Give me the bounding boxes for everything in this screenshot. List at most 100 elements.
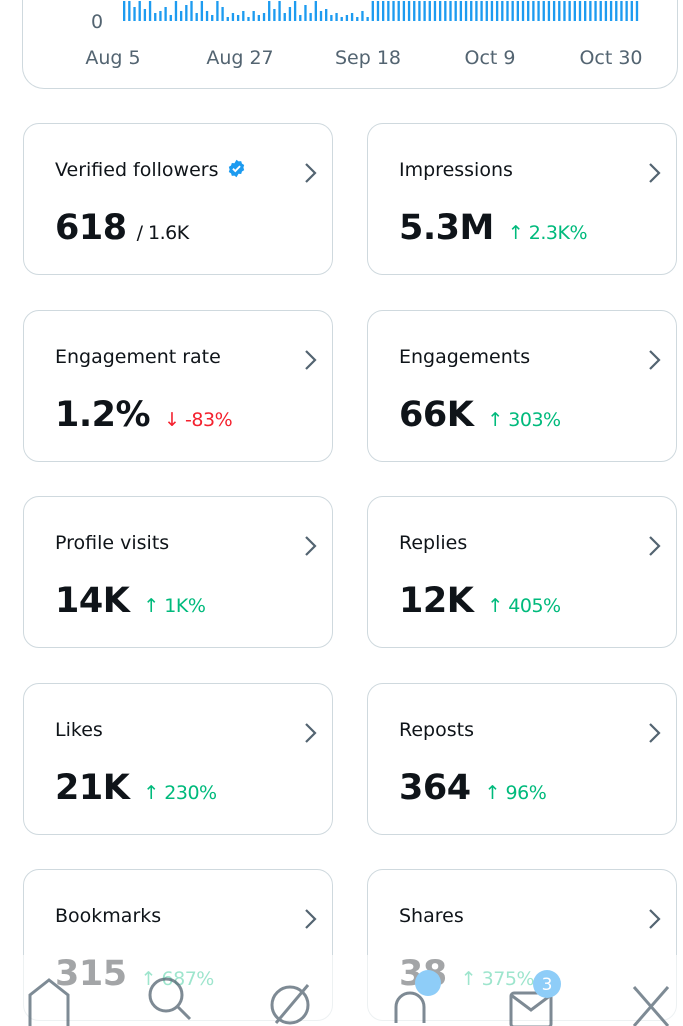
bar (563, 1, 566, 21)
bar (195, 13, 198, 21)
bar (542, 1, 545, 21)
bar (257, 15, 261, 21)
bar (387, 1, 390, 21)
card-value: 12K (399, 581, 474, 621)
chevron (304, 162, 318, 188)
card-value-row: 66K ↑ 303% (399, 395, 561, 435)
bar (428, 1, 431, 21)
bar (475, 1, 478, 21)
card-value: 1.2% (55, 394, 151, 435)
bar (573, 1, 576, 21)
bar (470, 1, 473, 21)
bar (123, 1, 126, 21)
bar (433, 1, 437, 21)
bar (138, 1, 141, 21)
bar (635, 1, 639, 21)
messages-icon[interactable] (509, 991, 553, 1026)
metric-card[interactable]: Verified followers 618 / 1.6K (23, 123, 333, 275)
bar (620, 1, 623, 21)
bar (558, 1, 561, 21)
bar (511, 1, 514, 21)
search-icon[interactable] (148, 977, 192, 1021)
bar (407, 1, 411, 21)
bar (211, 15, 214, 21)
chevron (304, 349, 318, 375)
bar (221, 7, 224, 21)
x-icon[interactable] (632, 986, 670, 1026)
bar (304, 5, 307, 21)
bar (485, 1, 488, 21)
metric-card[interactable]: Likes 21K ↑ 230% (23, 682, 333, 835)
card-title: Replies (399, 532, 467, 554)
bar (350, 13, 354, 21)
bar (449, 1, 452, 21)
card-change: ↑ 2.3K% (507, 222, 588, 244)
bar (299, 15, 302, 21)
card-change: ↑ 303% (487, 408, 561, 431)
card-title-text: Engagement rate (55, 345, 221, 368)
metric-card[interactable]: Profile visits 14K ↑ 1K% (23, 496, 333, 648)
bar (366, 17, 369, 21)
bar (154, 13, 157, 21)
grok-icon[interactable] (270, 984, 310, 1025)
card-value-row: 14K ↑ 1K% (55, 581, 206, 621)
card-change: ↓ -83% (164, 408, 233, 431)
bar (397, 1, 400, 21)
bar (335, 13, 338, 21)
bar (382, 1, 385, 21)
bar (288, 7, 292, 21)
card-change: ↑ 1K% (143, 595, 206, 617)
metric-card[interactable]: Reposts 364 ↑ 96% (367, 682, 677, 835)
x-tick-label: Oct 30 (579, 47, 642, 69)
metric-card[interactable]: Engagement rate 1.2% ↓ -83% (23, 309, 333, 462)
bar (532, 1, 535, 21)
bar (599, 1, 602, 21)
bar (516, 1, 520, 21)
bar (537, 1, 540, 21)
bar (205, 11, 209, 21)
bar (242, 11, 245, 21)
bar (143, 9, 147, 21)
bar (273, 9, 276, 21)
card-title-text: Impressions (399, 159, 513, 181)
bar (247, 17, 250, 21)
nav-icons: 3 (28, 970, 670, 1026)
metric-card[interactable]: Replies 12K ↑ 405% (367, 496, 677, 648)
notifications-icon[interactable] (394, 991, 426, 1023)
home-icon[interactable] (28, 978, 70, 1026)
bar (371, 1, 374, 21)
x-tick-label: Sep 18 (335, 47, 401, 69)
bar (356, 17, 359, 21)
card-title-text: Likes (55, 718, 103, 741)
metric-card[interactable]: Impressions 5.3M ↑ 2.3K% (367, 123, 677, 275)
card-value-row: 618 / 1.6K (55, 208, 189, 248)
card-title: Bookmarks (55, 905, 161, 927)
bar (268, 1, 271, 21)
bar (128, 1, 131, 21)
bar (262, 13, 266, 21)
bar (231, 13, 235, 21)
card-title: Engagement rate (55, 346, 221, 368)
bar (615, 1, 618, 21)
bar (501, 1, 504, 21)
card-title: Verified followers (55, 159, 246, 183)
bar (454, 1, 457, 21)
bar (340, 17, 343, 21)
bar (568, 1, 571, 21)
bar (325, 9, 328, 21)
metric-card[interactable]: Engagements 66K ↑ 303% (367, 309, 677, 462)
bar (392, 1, 395, 21)
bar (190, 1, 193, 21)
bar (314, 1, 317, 21)
bar (345, 15, 349, 21)
bar (604, 1, 608, 21)
card-title-text: Shares (399, 905, 464, 927)
bar (361, 11, 364, 21)
bar (418, 1, 421, 21)
bar (169, 15, 172, 21)
card-change: ↑ 96% (484, 781, 547, 804)
bar (413, 1, 416, 21)
x-tick-label: Aug 27 (206, 47, 273, 69)
bar (584, 1, 587, 21)
chart: 0 Aug 5 Aug 27 Sep 18 Oct 9 Oct 30 (85, 1, 643, 69)
